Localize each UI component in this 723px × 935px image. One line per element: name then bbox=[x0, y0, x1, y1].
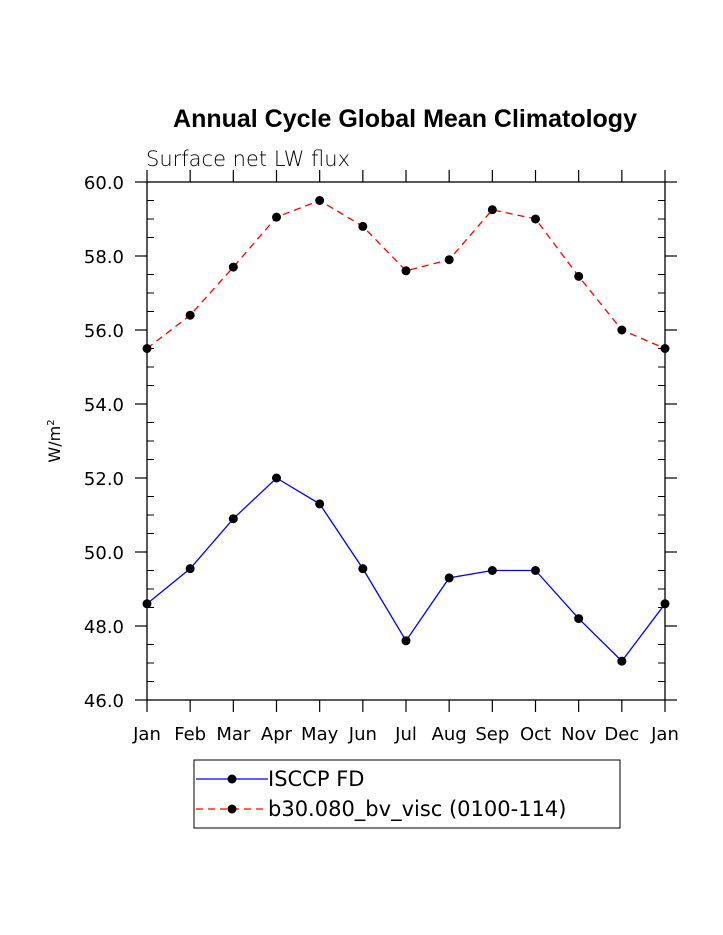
data-point bbox=[142, 599, 152, 609]
legend-box bbox=[193, 759, 621, 829]
chart-subtitle: Surface net LW flux bbox=[146, 147, 350, 171]
data-point bbox=[574, 271, 584, 281]
legend-label-b30: b30.080_bv_visc (0100-114) bbox=[268, 797, 566, 822]
data-point bbox=[315, 196, 325, 205]
data-point bbox=[185, 564, 195, 574]
axis-ticks: Jan Feb Mar Apr May Jun Jul Aug Sep Oct Nov Dec Jan 4… bbox=[84, 170, 679, 745]
y-axis-label-unit: W/m bbox=[45, 426, 64, 463]
legend: ISCCP FD b30.080_bv_visc (0100-114) bbox=[193, 759, 621, 829]
data-point bbox=[401, 266, 411, 276]
y-tick-label: 58.0 bbox=[84, 247, 124, 268]
x-tick-label: Jul bbox=[394, 724, 417, 745]
data-point bbox=[358, 564, 368, 574]
legend-marker-isccp bbox=[227, 774, 237, 784]
data-point bbox=[315, 499, 325, 509]
data-point bbox=[660, 599, 670, 609]
data-point bbox=[185, 310, 195, 320]
x-tick-label: Aug bbox=[432, 724, 467, 745]
data-point bbox=[142, 344, 152, 353]
data-point bbox=[228, 514, 238, 524]
y-tick-label: 50.0 bbox=[84, 543, 124, 564]
y-axis-label-superscript: 2 bbox=[46, 419, 57, 425]
y-tick-label: 56.0 bbox=[84, 321, 124, 342]
data-point bbox=[660, 344, 670, 353]
data-point bbox=[617, 656, 627, 666]
x-tick-label: Nov bbox=[561, 724, 596, 745]
y-tick-label: 46.0 bbox=[84, 691, 124, 712]
data-point bbox=[531, 566, 540, 575]
x-tick-label: May bbox=[301, 724, 339, 745]
data-point bbox=[487, 205, 497, 215]
data-point bbox=[531, 214, 540, 224]
data-point bbox=[444, 255, 454, 265]
y-axis-label: W/m2 bbox=[45, 419, 64, 462]
y-tick-label: 52.0 bbox=[84, 469, 124, 490]
y-tick-label: 54.0 bbox=[84, 395, 124, 416]
data-point bbox=[401, 636, 411, 646]
series-line-0 bbox=[146, 477, 666, 663]
x-tick-label: Mar bbox=[216, 724, 251, 745]
data-point bbox=[444, 573, 454, 583]
data-point bbox=[487, 566, 497, 575]
legend-marker-b30 bbox=[227, 804, 237, 814]
y-tick-label: 60.0 bbox=[84, 173, 124, 194]
x-tick-label: Jun bbox=[348, 724, 377, 745]
data-point bbox=[272, 212, 281, 222]
x-tick-label: Jan bbox=[132, 724, 161, 745]
x-tick-label: Feb bbox=[174, 724, 206, 745]
chart-title: Annual Cycle Global Mean Climatology bbox=[173, 105, 637, 133]
y-tick-label: 48.0 bbox=[84, 617, 124, 638]
data-point bbox=[272, 473, 281, 483]
legend-label-isccp: ISCCP FD bbox=[268, 767, 364, 791]
x-tick-label: Apr bbox=[261, 724, 293, 745]
x-tick-label: Sep bbox=[475, 724, 509, 745]
x-tick-label: Dec bbox=[604, 724, 639, 745]
data-point bbox=[228, 262, 238, 272]
x-tick-label: Oct bbox=[520, 724, 551, 745]
x-tick-label: Jan bbox=[650, 724, 679, 745]
data-point bbox=[358, 221, 368, 231]
series-markers bbox=[142, 196, 670, 666]
data-point bbox=[617, 325, 627, 335]
data-point bbox=[574, 614, 584, 624]
plot-frame bbox=[146, 181, 666, 701]
